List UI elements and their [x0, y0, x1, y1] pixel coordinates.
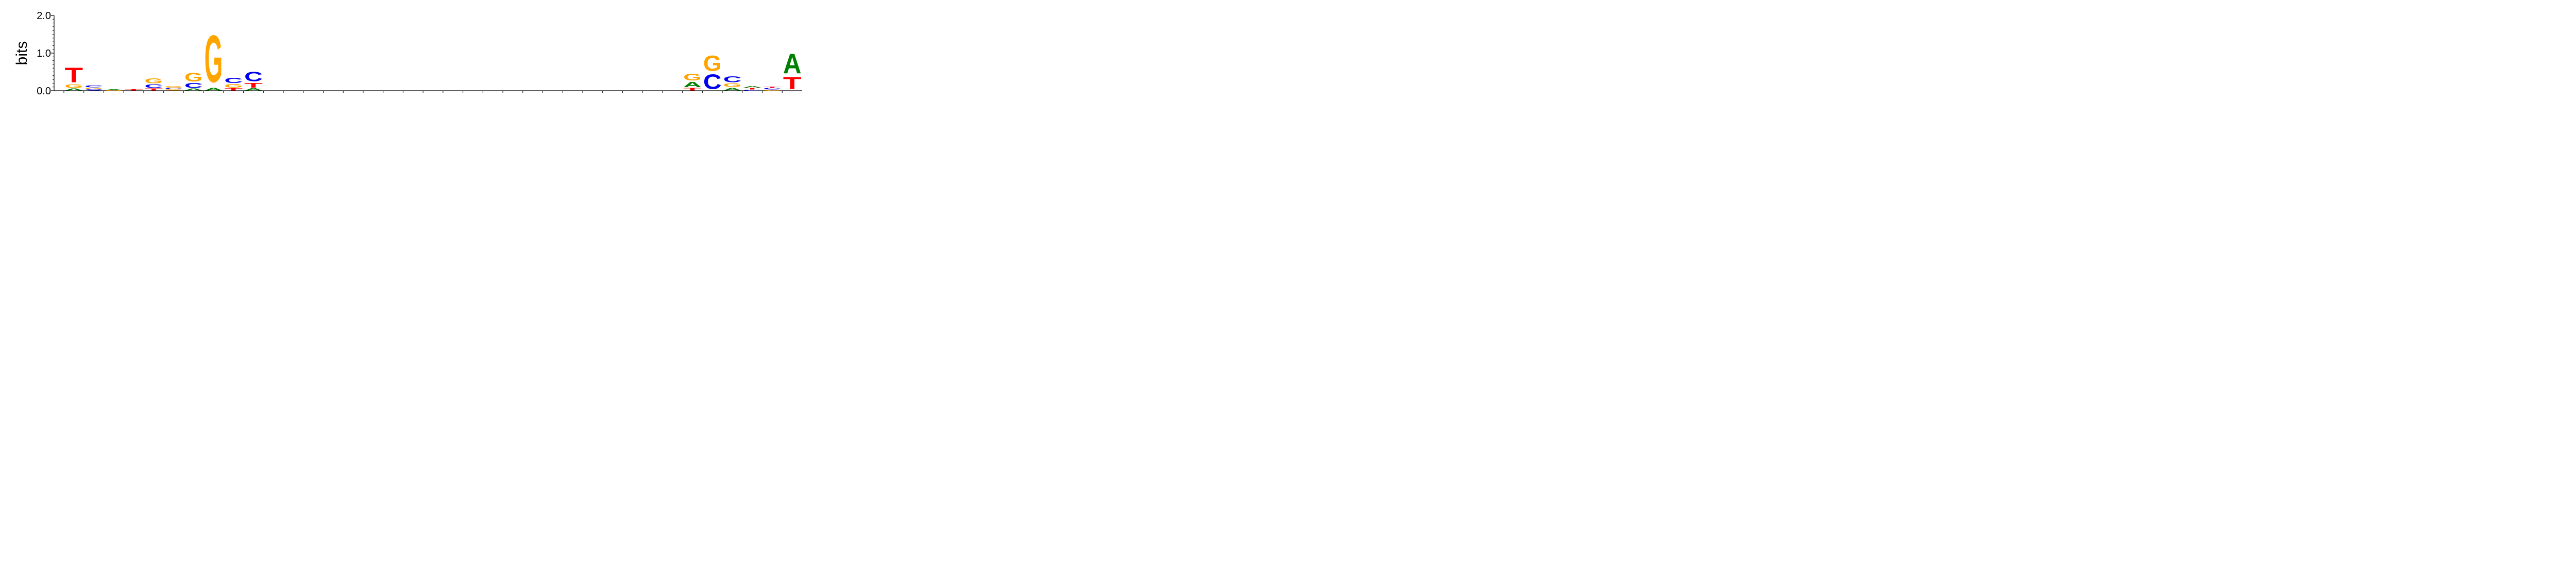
logo-letter-A: A	[783, 48, 802, 80]
logo-letter-A: A	[65, 88, 83, 91]
logo-letter-C: C	[703, 70, 722, 93]
logo-letter-C: C	[723, 75, 742, 84]
y-tick-label: 0.0	[37, 86, 51, 97]
logo-letter-G: G	[144, 77, 163, 85]
logo-letter-T: T	[125, 89, 143, 91]
logo-letter-A: A	[244, 88, 263, 91]
logo-letter-G: G	[65, 84, 83, 89]
logo-letter-A: A	[205, 87, 223, 91]
y-tick-label: 1.0	[37, 48, 51, 59]
logo-letter-C: C	[743, 89, 761, 91]
logo-letter-G: G	[803, 75, 804, 85]
logo-letter-T: T	[783, 74, 802, 93]
logo-letter-T: T	[244, 81, 263, 89]
logo-letter-A: A	[743, 86, 761, 88]
logo-letter-G: G	[723, 82, 742, 88]
logo-letter-C: C	[244, 70, 263, 85]
x-axis	[54, 90, 802, 93]
logo-letter-C: C	[224, 76, 243, 85]
logo-letter-G: G	[84, 88, 103, 90]
logo-letter-C: C	[763, 88, 782, 90]
logo-letter-C: C	[184, 81, 203, 90]
logo-letter-A: A	[723, 87, 742, 92]
logo-letter-T: T	[683, 87, 702, 91]
logo-letter-G: G	[683, 73, 702, 83]
logo-letter-T: T	[743, 88, 761, 90]
logo-letter-G: G	[164, 86, 183, 88]
logo-letter-G: G	[164, 89, 183, 91]
logo-letter-T: T	[65, 63, 83, 87]
logo-letter-T: T	[144, 88, 163, 91]
logo-letter-A: A	[683, 80, 702, 89]
logo-letter-A: A	[105, 89, 123, 90]
logo-letter-G: G	[105, 90, 123, 91]
logo-letter-C: C	[84, 85, 103, 88]
logo-letter-G: G	[703, 52, 722, 76]
y-tick-label: 2.0	[37, 10, 51, 22]
logo-letter-T: T	[224, 88, 243, 91]
y-axis: 0.0 1.0 2.0	[37, 10, 55, 97]
logo-letter-C: C	[803, 82, 804, 90]
logo-letter-G: G	[224, 83, 243, 89]
logo-letter-T: T	[763, 87, 782, 88]
logo-letter-C: C	[144, 83, 163, 89]
logo-letter-C: C	[164, 88, 183, 90]
logo-letter-A: A	[184, 88, 203, 91]
logo-letter-C: C	[84, 89, 103, 91]
y-axis-title: bits	[13, 41, 30, 65]
logo-letter-G: G	[763, 89, 782, 91]
logo-letter-A: A	[803, 89, 804, 91]
logo-letter-G: G	[184, 70, 203, 84]
logo-letter-G: G	[205, 22, 223, 96]
